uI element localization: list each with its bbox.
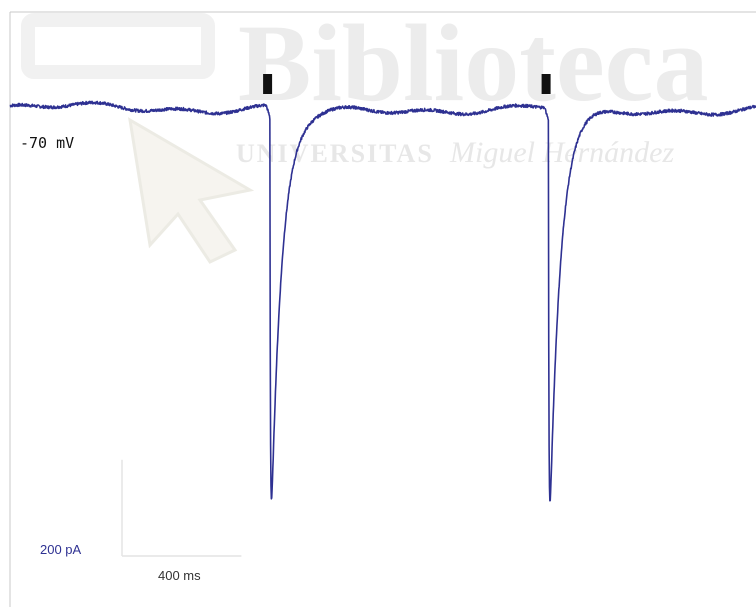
watermark-arrow-icon — [128, 117, 255, 264]
response-trace-1 — [265, 103, 546, 500]
scale-bar: 200 pA 400 ms — [40, 459, 242, 583]
watermark-title: Biblioteca — [238, 2, 709, 124]
baseline-trace-1 — [9, 100, 267, 116]
scale-bar-y-label: 200 pA — [40, 542, 82, 557]
watermark-subtitle-italic: Miguel Hernández — [449, 136, 674, 169]
holding-potential-label: -70 mV — [20, 134, 74, 152]
holding-label-box — [16, 128, 114, 154]
stimulus-marker-2 — [541, 74, 551, 94]
scale-bar-x-label: 400 ms — [158, 568, 201, 583]
response-trace-2 — [544, 104, 756, 502]
stimulus-markers — [263, 74, 551, 94]
current-traces — [9, 100, 756, 502]
watermark: Biblioteca UNIVERSITAS Miguel Hernández — [21, 2, 709, 264]
watermark-frame — [21, 13, 215, 79]
stimulus-marker-1 — [263, 74, 273, 94]
watermark-subtitle-caps: UNIVERSITAS — [236, 139, 434, 168]
